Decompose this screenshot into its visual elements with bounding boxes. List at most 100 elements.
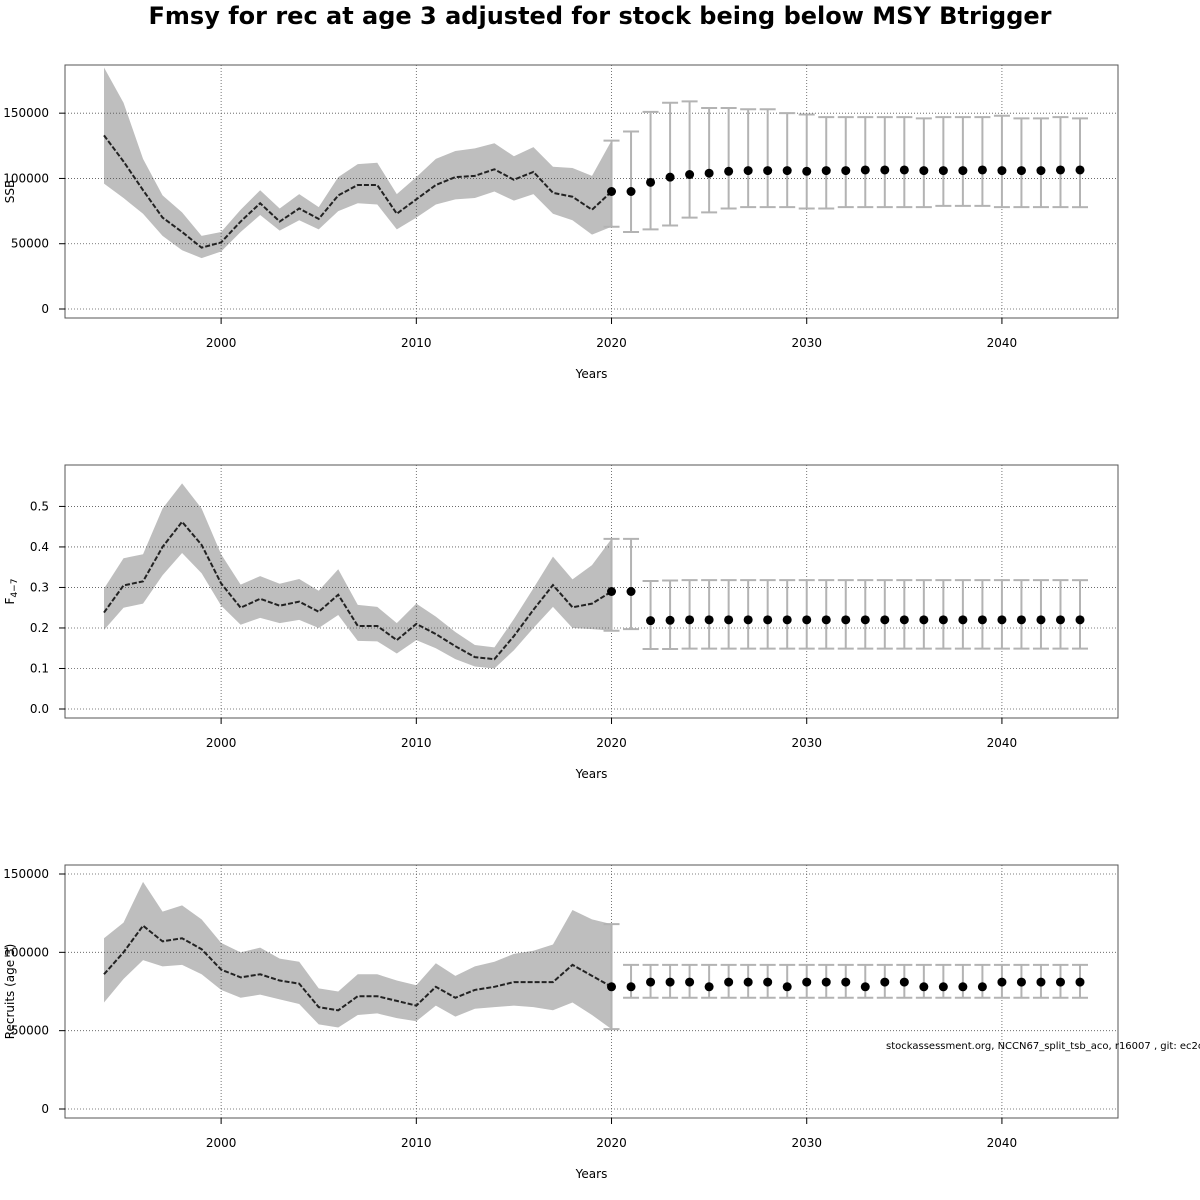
forecast-point [977,165,987,175]
forecast-errorbar [974,963,991,999]
forecast-errorbar [603,537,620,632]
forecast-point [1075,165,1085,175]
forecast-point [626,187,636,196]
x-tick-label: 2020 [596,1136,627,1150]
forecast-point [841,977,851,987]
forecast-point [841,166,851,176]
forecast-point [646,977,656,987]
forecast-errorbar [740,579,757,650]
estimate-line [103,924,613,1012]
forecast-errorbar [876,579,893,650]
estimate-line [103,134,613,249]
forecast-point [899,165,909,175]
forecast-point [821,615,831,625]
forecast-errorbar [1072,117,1088,209]
panel-1: 2000 2010 2020 2030 2040 0 50000 100000 150000 Ye… [3,64,1119,381]
forecast-point [802,977,812,987]
forecast-point [1055,615,1065,625]
forecast-errorbar [740,108,757,209]
x-tick-label: 2040 [987,1136,1018,1150]
forecast-point [977,982,987,992]
forecast-errorbar [896,116,913,209]
x-tick-label: 2010 [401,1136,432,1150]
plot-frame [64,64,1119,319]
forecast-errorbar [915,117,932,209]
forecast-point [763,615,773,625]
x-tick-label: 2010 [401,336,432,350]
forecast-point [1055,165,1065,175]
y-tick-label: 0 [41,1102,49,1116]
forecast-point [1075,615,1085,625]
forecast-point [860,982,870,992]
forecast-errorbar [720,106,737,210]
forecast-errorbar [798,113,815,210]
forecast-errorbar [603,139,620,228]
forecast-errorbar [642,110,659,231]
forecast-errorbar [798,579,815,650]
forecast-point [724,977,734,987]
forecast-errorbar [837,579,854,650]
forecast-errorbar [623,963,640,999]
forecast-errorbar [837,116,854,209]
forecast-errorbar [876,116,893,209]
forecast-point [1055,977,1065,987]
forecast-errorbar [681,579,698,650]
forecast-errorbar [603,923,620,1031]
forecast-errorbar [954,116,971,207]
x-axis-title: Years [575,367,608,381]
x-axis-title: Years [575,767,608,781]
forecast-point [782,166,792,176]
forecast-point [919,615,929,625]
forecast-point [665,615,675,625]
forecast-errorbar [662,101,679,227]
chart-title: Fmsy for rec at age 3 adjusted for stock… [148,2,1052,30]
forecast-errorbar [701,106,718,214]
forecast-point [821,166,831,176]
forecast-point [743,977,753,987]
forecast-errorbar [623,130,640,233]
forecast-point [899,977,909,987]
forecast-errorbar [701,579,718,650]
forecast-point [782,982,792,992]
forecast-errorbar [1032,579,1049,650]
y-tick-label: 0.3 [30,580,49,594]
plot-frame [64,864,1119,1119]
y-tick-label: 50000 [11,237,49,251]
plot-frame [64,464,1119,719]
y-tick-label: 0.2 [30,621,49,635]
forecast-point [626,587,636,596]
forecast-point [607,982,617,992]
y-tick-label: 0.4 [30,540,49,554]
forecast-errorbar [1052,579,1069,650]
forecast-errorbar [974,579,991,650]
forecast-errorbar [954,963,971,999]
forecast-point [724,615,734,625]
x-tick-label: 2040 [987,736,1018,750]
forecast-point [880,615,890,625]
forecast-errorbar [1013,117,1030,209]
forecast-errorbar [681,100,698,219]
forecast-errorbar [818,116,835,210]
forecast-point [802,166,812,176]
x-tick-label: 2030 [791,736,822,750]
footer-credit: stockassessment.org, NCCN67_split_tsb_ac… [886,1041,1200,1052]
forecast-point [1036,166,1046,176]
forecast-point [763,166,773,176]
forecast-point [626,982,636,992]
forecast-point [685,977,695,987]
forecast-point [665,172,675,182]
forecast-point [977,615,987,625]
x-tick-label: 2030 [791,336,822,350]
y-axis-title: F4−7 [3,579,20,605]
forecast-errorbar [954,579,971,650]
forecast-errorbar [935,116,952,207]
forecast-point [646,616,656,626]
forecast-point [997,977,1007,987]
forecast-errorbar [779,112,796,209]
forecast-point [958,615,968,625]
forecast-point [997,615,1007,625]
y-tick-label: 150000 [3,867,49,881]
confidence-band [104,881,612,1030]
forecast-errorbar [701,963,718,999]
forecast-point [821,977,831,987]
